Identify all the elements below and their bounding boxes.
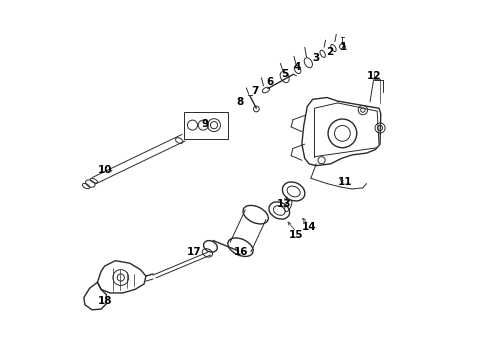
Text: 4: 4 (293, 62, 301, 72)
Text: 17: 17 (186, 247, 201, 257)
Text: 3: 3 (312, 53, 319, 63)
Bar (183, 112, 228, 139)
Text: 8: 8 (236, 97, 244, 107)
Text: 12: 12 (366, 71, 381, 81)
Text: 1: 1 (339, 42, 346, 52)
Text: 2: 2 (325, 46, 333, 57)
Text: 15: 15 (289, 230, 303, 239)
Text: 10: 10 (97, 165, 112, 175)
Text: 9: 9 (201, 120, 208, 129)
Text: 11: 11 (337, 177, 351, 187)
Text: 18: 18 (98, 296, 112, 306)
Text: 16: 16 (233, 247, 247, 257)
Text: 5: 5 (281, 69, 288, 79)
Text: 14: 14 (301, 222, 316, 232)
Text: 13: 13 (276, 199, 290, 210)
Text: 6: 6 (266, 77, 273, 87)
Text: 7: 7 (251, 86, 259, 96)
